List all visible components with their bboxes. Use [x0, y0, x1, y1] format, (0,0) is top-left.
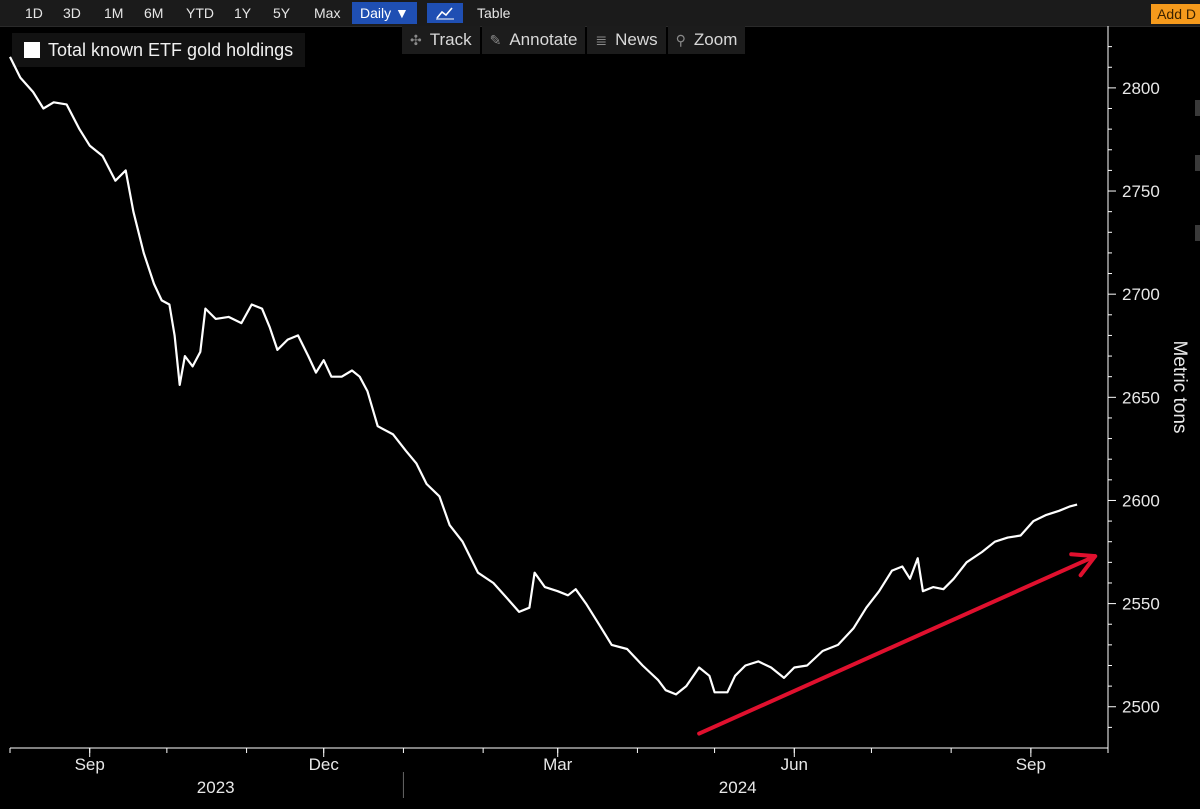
news-icon: ≣: [595, 32, 608, 48]
legend-swatch: [24, 42, 40, 58]
chart-legend: Total known ETF gold holdings: [12, 33, 306, 67]
series-line-etf-gold-holdings: [9, 56, 1078, 696]
range-button-6m[interactable]: 6M: [144, 5, 164, 21]
range-button-1y[interactable]: 1Y: [234, 5, 252, 21]
trend-arrow-head: [1069, 552, 1098, 578]
chart-type-button[interactable]: [427, 3, 463, 23]
x-year-label: 2023: [197, 778, 235, 797]
x-tick-label: Sep: [75, 755, 105, 774]
range-button-1d[interactable]: 1D: [25, 5, 43, 21]
add-data-button[interactable]: Add D: [1151, 4, 1200, 24]
y-axis-title: Metric tons: [1169, 341, 1190, 434]
y-tick-label: 2500: [1122, 698, 1160, 717]
edge-scroll-mark: [1195, 225, 1200, 241]
annotate-button[interactable]: ✎ Annotate: [481, 26, 586, 54]
y-tick-label: 2550: [1122, 595, 1160, 614]
x-tick-label: Dec: [309, 755, 340, 774]
track-button[interactable]: ✣ Track: [402, 26, 480, 54]
top-toolbar: 1D 3D 1M 6M YTD 1Y 5Y Max Daily ▼ Table Add D: [0, 0, 1200, 27]
line-chart-icon: [432, 7, 458, 26]
magnifier-icon: ⚲: [675, 32, 686, 48]
news-button[interactable]: ≣ News: [587, 26, 666, 54]
table-button[interactable]: Table: [477, 5, 511, 21]
zoom-button[interactable]: ⚲ Zoom: [667, 26, 746, 54]
edge-scroll-mark: [1195, 155, 1200, 171]
crosshair-icon: ✣: [410, 32, 422, 48]
range-button-1m[interactable]: 1M: [104, 5, 124, 21]
edge-scroll-mark: [1195, 100, 1200, 116]
x-tick-label: Mar: [543, 755, 573, 774]
range-button-max[interactable]: Max: [314, 5, 341, 21]
y-tick-label: 2650: [1122, 388, 1160, 407]
range-button-5y[interactable]: 5Y: [273, 5, 291, 21]
y-tick-label: 2750: [1122, 182, 1160, 201]
pencil-icon: ✎: [489, 32, 502, 48]
range-button-ytd[interactable]: YTD: [186, 5, 214, 21]
y-tick-label: 2800: [1122, 79, 1160, 98]
trend-arrow-shaft: [697, 554, 1098, 736]
x-year-label: 2024: [719, 778, 757, 797]
interval-dropdown[interactable]: Daily ▼: [352, 2, 417, 24]
y-tick-label: 2600: [1122, 491, 1160, 510]
x-tick-label: Jun: [781, 755, 808, 774]
range-button-3d[interactable]: 3D: [63, 5, 81, 21]
legend-label: Total known ETF gold holdings: [48, 39, 294, 60]
y-tick-label: 2700: [1122, 285, 1160, 304]
x-tick-label: Sep: [1016, 755, 1046, 774]
chart-tools: ✣ Track ✎ Annotate ≣ News ⚲ Zoom: [402, 26, 747, 54]
